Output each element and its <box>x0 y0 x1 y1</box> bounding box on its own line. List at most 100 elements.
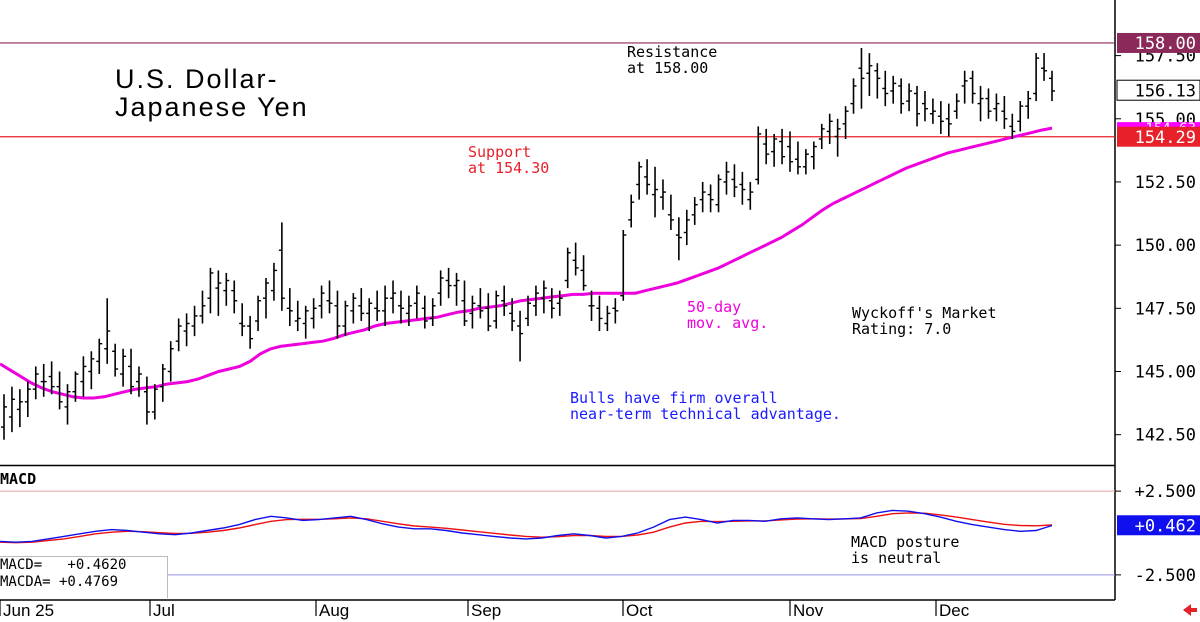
price-bar <box>8 386 15 433</box>
price-bar <box>834 118 841 157</box>
price-bar <box>842 106 849 139</box>
price-bar <box>977 85 984 122</box>
price-bar <box>342 300 349 337</box>
price-bar <box>215 270 222 316</box>
date-tick-label: Oct <box>626 601 653 620</box>
resistance-note-line2: at 158.00 <box>627 59 708 77</box>
price-bar <box>128 348 135 395</box>
price-bar <box>921 90 928 122</box>
price-bar <box>993 93 1000 122</box>
price-bar <box>167 341 174 382</box>
price-bar <box>231 280 238 314</box>
macd-tick-label: +2.500 <box>1135 482 1196 502</box>
price-bar <box>556 290 563 316</box>
price-bar <box>247 315 254 349</box>
macd-value-box: +0.462 <box>1117 515 1200 536</box>
price-bar <box>199 290 206 324</box>
price-bar <box>56 371 63 410</box>
price-bar <box>969 70 976 104</box>
price-bar <box>1033 53 1040 102</box>
price-bar <box>104 298 111 364</box>
macd-value-label: +0.462 <box>1135 516 1196 536</box>
price-bar <box>731 164 738 198</box>
price-bar <box>207 267 214 314</box>
price-tick-label: 147.50 <box>1135 299 1196 319</box>
price-bar <box>588 290 595 321</box>
price-bar <box>1041 53 1048 81</box>
price-bar <box>659 179 666 210</box>
price-bar <box>715 174 722 213</box>
price-bar <box>604 305 611 332</box>
price-bar <box>223 272 230 306</box>
price-bar <box>143 376 150 425</box>
price-bar <box>691 197 698 225</box>
price-bar <box>985 88 992 119</box>
ma-note-line2: mov. avg. <box>687 314 768 332</box>
price-bar <box>953 93 960 119</box>
price-bar <box>628 194 635 228</box>
price-bar <box>787 131 793 172</box>
price-bar <box>707 184 714 213</box>
support-price-label: 154.29 <box>1135 128 1196 148</box>
price-bar <box>24 381 31 417</box>
macd-readout: MACD= +0.4620 MACDA= +0.4769 <box>0 556 168 598</box>
price-bar <box>469 295 476 329</box>
ma-note-line1: 50-day <box>687 298 741 316</box>
resistance-price-box: 158.00 <box>1117 32 1200 54</box>
price-bar <box>191 305 198 337</box>
price-bar <box>532 285 539 316</box>
price-bar <box>112 343 119 377</box>
price-bar <box>802 149 809 175</box>
price-bar <box>501 285 508 316</box>
price-bar <box>810 141 817 170</box>
price-bar <box>437 270 444 306</box>
support-note-line2: at 154.30 <box>468 159 549 177</box>
price-bar <box>263 277 269 319</box>
chart-title-line2: Japanese Yen <box>115 92 309 122</box>
price-bar <box>509 298 516 332</box>
price-bar <box>310 298 317 329</box>
price-bar <box>96 338 103 375</box>
price-bar <box>72 371 79 402</box>
price-bar <box>612 298 619 324</box>
price-bar <box>120 348 127 387</box>
price-bar <box>366 298 373 332</box>
price-bar <box>255 295 262 332</box>
price-bar <box>405 295 412 327</box>
price-bar <box>644 159 651 195</box>
price-bar <box>548 288 555 319</box>
date-tick-label: Jul <box>153 601 175 620</box>
price-bar <box>294 300 301 332</box>
price-bar <box>1 394 7 440</box>
macd-title: MACD <box>0 470 36 488</box>
price-bar <box>429 298 436 327</box>
price-bar <box>818 123 825 150</box>
price-bar <box>866 53 873 97</box>
macd-readout-value: MACD= +0.4620 <box>0 557 127 573</box>
price-tick-label: 150.00 <box>1135 236 1196 256</box>
price-bar <box>64 384 71 425</box>
price-bar <box>397 290 404 324</box>
price-bar <box>318 285 325 319</box>
price-bar <box>723 161 730 195</box>
price-bar <box>1017 101 1024 132</box>
price-bar <box>1025 90 1032 119</box>
price-bar <box>580 255 587 291</box>
price-bar <box>453 272 460 306</box>
price-bar <box>898 78 905 114</box>
price-bar <box>88 351 95 390</box>
price-bar <box>270 262 277 301</box>
date-tick-label: Aug <box>319 601 349 620</box>
price-bar <box>175 318 182 352</box>
date-tick-label: Jun 25 <box>3 601 54 620</box>
price-bar <box>699 181 706 213</box>
price-bar <box>675 217 682 261</box>
price-bar <box>413 285 420 319</box>
macd-posture-line2: is neutral <box>851 549 941 567</box>
price-bar <box>80 356 87 397</box>
price-bar <box>906 83 913 112</box>
price-bar <box>525 295 531 327</box>
macd-tick-labels: +2.500 -2.500 <box>1115 482 1196 586</box>
price-bar <box>763 128 770 165</box>
scroll-left-arrow-icon[interactable] <box>1183 604 1197 616</box>
